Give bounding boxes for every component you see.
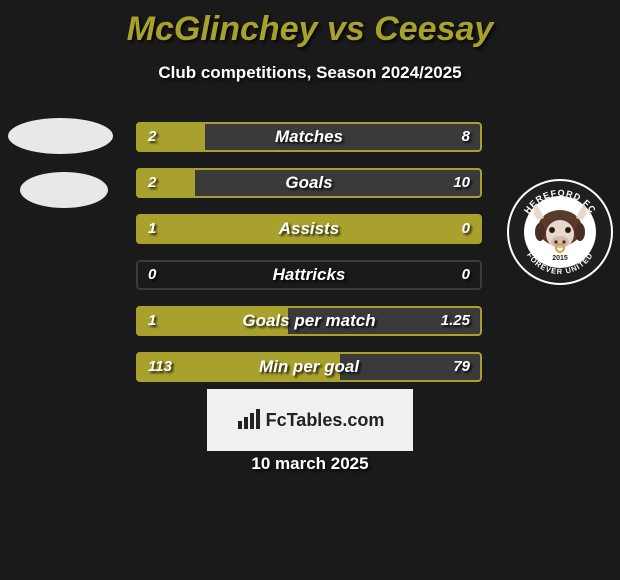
left-player-badges — [8, 118, 113, 226]
stat-row: Min per goal113 79 — [136, 352, 482, 382]
stat-value-right: 10 — [453, 168, 470, 198]
stat-label: Goals — [136, 168, 482, 198]
stat-label: Goals per match — [136, 306, 482, 336]
stat-label: Min per goal — [136, 352, 482, 382]
stat-row: Matches2 8 — [136, 122, 482, 152]
stat-row: Hattricks0 0 — [136, 260, 482, 290]
stat-label: Matches — [136, 122, 482, 152]
brand-text: FcTables.com — [266, 410, 385, 431]
stat-value-right: 0 — [462, 260, 470, 290]
crest-year: 2015 — [552, 255, 568, 262]
stat-label: Assists — [136, 214, 482, 244]
stat-value-left: 2 — [148, 122, 156, 152]
brand-logo-icon — [236, 409, 262, 431]
stat-value-left: 113 — [148, 352, 172, 382]
stat-value-left: 1 — [148, 214, 156, 244]
stat-value-right: 8 — [462, 122, 470, 152]
footer-date: 10 march 2025 — [0, 454, 620, 474]
comparison-bars: Matches28Goals210Assists10Hattricks00Goa… — [136, 122, 482, 398]
left-player-badge-2 — [20, 172, 108, 208]
stat-row: Goals per match1 1.25 — [136, 306, 482, 336]
page-subtitle: Club competitions, Season 2024/2025 — [0, 63, 620, 83]
stat-value-right: 79 — [453, 352, 470, 382]
page-title: McGlinchey vs Ceesay — [0, 0, 620, 49]
right-club-crest: HEREFORD FC FOREVER UNITED 2015 — [506, 178, 614, 286]
stat-value-left: 2 — [148, 168, 156, 198]
stat-value-left: 1 — [148, 306, 156, 336]
stat-value-right: 0 — [462, 214, 470, 244]
stat-value-right: 1.25 — [441, 306, 470, 336]
stat-label: Hattricks — [136, 260, 482, 290]
brand-box: FcTables.com — [207, 389, 413, 451]
stat-row: Assists1 0 — [136, 214, 482, 244]
stat-row: Goals2 10 — [136, 168, 482, 198]
left-player-badge-1 — [8, 118, 113, 154]
crest-svg: HEREFORD FC FOREVER UNITED 2015 — [506, 178, 614, 286]
stat-value-left: 0 — [148, 260, 156, 290]
